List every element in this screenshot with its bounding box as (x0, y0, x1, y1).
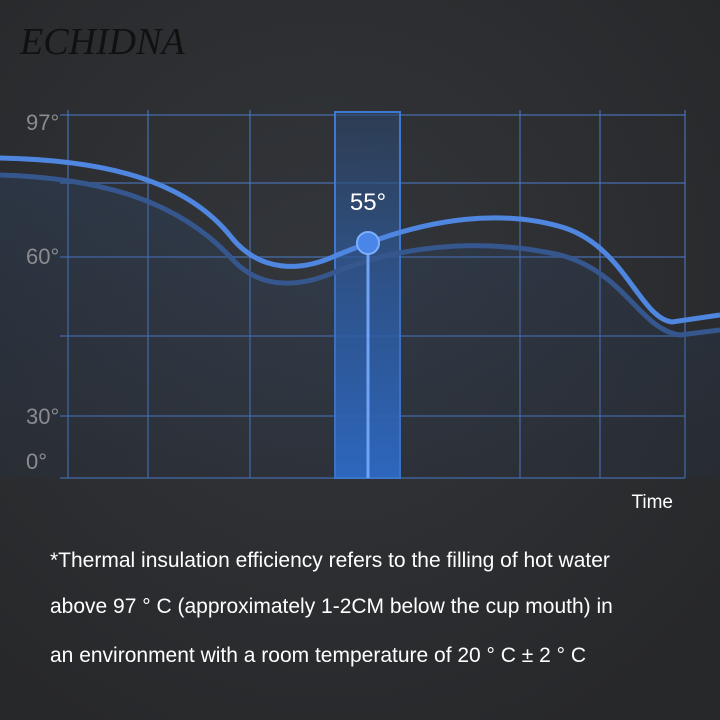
x-axis-label: Time (631, 492, 673, 513)
y-tick-label: 30° (26, 404, 59, 429)
marker-dot (356, 231, 380, 255)
footnote-line: *Thermal insulation efficiency refers to… (50, 549, 610, 572)
curve-back (0, 172, 720, 338)
y-tick-label: 97° (26, 110, 59, 135)
area (0, 175, 720, 478)
y-tick-label: 0° (26, 449, 47, 474)
brand: ECHIDNA (19, 21, 185, 63)
footnote-line: an environment with a room temperature o… (50, 644, 586, 667)
curve-front (0, 155, 720, 325)
y-tick-label: 60° (26, 244, 59, 269)
footnote-line: above 97 ° C (approximately 1-2CM below … (50, 595, 613, 618)
marker-label: 55° (350, 189, 386, 216)
